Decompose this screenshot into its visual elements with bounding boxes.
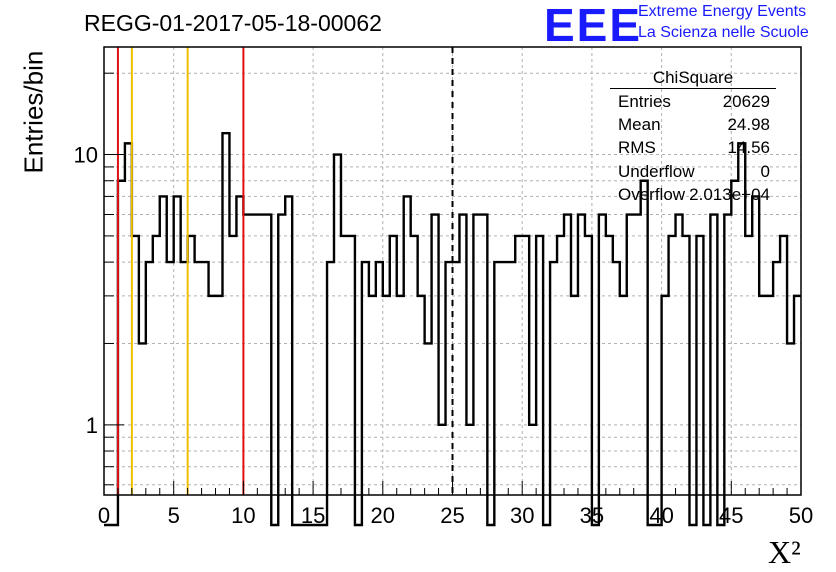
eee-logo: EEE bbox=[544, 0, 643, 51]
x-tick-label: 0 bbox=[98, 503, 110, 528]
plot-title: REGG-01-2017-05-18-00062 bbox=[84, 10, 382, 36]
stats-label: Entries bbox=[618, 92, 671, 111]
x-tick-label: 20 bbox=[371, 503, 395, 528]
stats-row-underflow: Underflow 0 bbox=[618, 162, 770, 184]
marker-lines bbox=[116, 47, 454, 495]
stats-value: 2.013e+04 bbox=[689, 185, 770, 204]
logo-subtitle-line2: La Scienza nelle Scuole bbox=[638, 24, 809, 41]
axis-ticks bbox=[103, 72, 802, 495]
stats-label: Underflow bbox=[618, 162, 695, 181]
stats-value: 20629 bbox=[722, 92, 770, 111]
tick-labels: 0 5 10 15 20 25 30 35 40 45 50 1 10 bbox=[74, 143, 814, 528]
stats-label: RMS bbox=[618, 138, 656, 157]
histogram-line bbox=[104, 131, 801, 527]
stats-divider bbox=[610, 88, 776, 89]
x-tick-label: 5 bbox=[168, 503, 180, 528]
stats-value: 0 bbox=[760, 162, 770, 181]
y-tick-label: 1 bbox=[86, 413, 98, 438]
y-tick-label: 10 bbox=[74, 143, 98, 168]
x-axis-label: X² bbox=[768, 534, 801, 570]
stats-row-mean: Mean 24.98 bbox=[618, 115, 770, 137]
logo-subtitle-line1: Extreme Energy Events bbox=[638, 3, 807, 20]
stats-row-entries: Entries 20629 bbox=[618, 92, 770, 114]
stats-row-overflow: Overflow 2.013e+04 bbox=[618, 185, 770, 207]
histogram-bars bbox=[104, 131, 801, 527]
x-tick-label: 50 bbox=[789, 503, 813, 528]
stats-value: 14.56 bbox=[727, 138, 770, 157]
x-tick-label: 15 bbox=[301, 503, 325, 528]
stats-label: Mean bbox=[618, 115, 661, 134]
x-tick-label: 25 bbox=[440, 503, 464, 528]
stats-label: Overflow bbox=[618, 185, 686, 204]
x-tick-label: 45 bbox=[719, 503, 743, 528]
x-tick-label: 10 bbox=[231, 503, 255, 528]
stats-value: 24.98 bbox=[727, 115, 770, 134]
x-tick-label: 40 bbox=[649, 503, 673, 528]
x-tick-label: 35 bbox=[580, 503, 604, 528]
stats-title: ChiSquare bbox=[652, 68, 734, 87]
x-tick-label: 30 bbox=[510, 503, 534, 528]
stats-row-rms: RMS 14.56 bbox=[618, 138, 770, 160]
stats-box: ChiSquare Entries 20629 Mean 24.98 RMS 1… bbox=[610, 68, 776, 208]
